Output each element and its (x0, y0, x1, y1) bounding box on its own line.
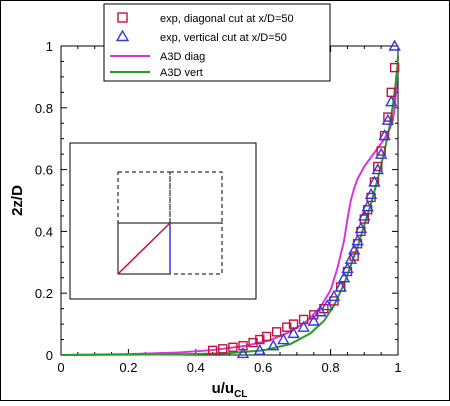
data-point-triangle (327, 289, 341, 301)
legend-entry-a3d-vert: A3D vert (110, 67, 203, 79)
series-a3d-vert (60, 55, 399, 356)
legend-frame (103, 3, 331, 82)
data-point-square (228, 342, 238, 352)
data-point-triangle (361, 200, 374, 212)
series-exp-vertical-cut-at-x-d-50 (236, 39, 401, 359)
data-point-triangle (378, 129, 391, 141)
data-point-triangle (287, 326, 300, 339)
data-point-triangle (297, 320, 310, 332)
x-axis-label-sub: CL (234, 389, 247, 400)
data-point-triangle (307, 314, 320, 326)
inset-cell-bottom-right (169, 222, 223, 275)
data-point-triangle (354, 221, 368, 234)
inset-cell-top-right (169, 171, 223, 224)
data-point-square (261, 331, 272, 342)
data-point-triangle (351, 234, 364, 246)
data-point-triangle (381, 113, 395, 125)
legend-label-a3d-diag: A3D diag (160, 51, 205, 63)
ticks: 0 0.2 0.4 0.6 0.8 1 0 0.2 0.4 0.6 0.8 1 (35, 39, 402, 375)
x-tick-label: 0 (57, 360, 64, 375)
inset-diagonal-cut (117, 222, 171, 275)
x-axis-label-main: u/u (212, 380, 235, 397)
data-point-square (255, 334, 265, 345)
legend-entry-exp-vertical: exp, vertical cut at x/D=50 (115, 29, 287, 44)
data-point-triangle (267, 339, 280, 351)
y-tick-label: 0.8 (35, 101, 53, 116)
series-line-a3d-vert (60, 55, 399, 356)
legend-label-a3d-vert: A3D vert (160, 67, 203, 79)
x-axis-label: u/uCL (212, 380, 248, 400)
legend-label-exp-vertical: exp, vertical cut at x/D=50 (160, 32, 287, 44)
legend-triangle-marker (115, 29, 130, 42)
x-tick-label: 0.6 (254, 360, 272, 375)
data-point-square (218, 344, 228, 354)
data-point-square (309, 310, 319, 320)
data-point-square (383, 112, 393, 122)
y-tick-label: 1 (46, 39, 53, 54)
x-tick-label: 0.8 (322, 360, 340, 375)
data-point-square (248, 337, 258, 348)
legend: exp, diagonal cut at x/D=50 exp, vertica… (103, 3, 331, 82)
legend-label-exp-diagonal: exp, diagonal cut at x/D=50 (160, 13, 294, 25)
y-tick-label: 0.4 (35, 224, 53, 239)
data-point-triangle (337, 271, 351, 283)
data-point-square (373, 161, 383, 172)
data-point-square (389, 62, 400, 73)
y-tick-label: 0.6 (35, 163, 53, 178)
y-axis-label: 2z/D (9, 185, 26, 216)
y-tick-label: 0.2 (35, 286, 53, 301)
data-point-triangle (388, 39, 401, 51)
data-point-triangle (368, 175, 381, 187)
data-point-triangle (348, 243, 361, 255)
y-tick-label: 0 (46, 348, 53, 363)
data-point-triangle (321, 299, 334, 311)
data-point-triangle (341, 262, 354, 274)
legend-square-marker (117, 12, 128, 23)
series-layer (60, 39, 401, 359)
data-point-triangle (344, 252, 358, 264)
data-point-triangle (334, 280, 347, 292)
data-point-triangle (236, 347, 250, 359)
x-tick-label: 0.4 (187, 360, 205, 375)
legend-entry-a3d-diag: A3D diag (110, 51, 205, 63)
x-tick-label: 0.2 (119, 360, 137, 375)
data-point-triangle (358, 209, 371, 221)
inset-frame (69, 142, 257, 300)
data-point-square (207, 345, 218, 356)
data-point-square (271, 327, 282, 337)
inset-schematic (69, 142, 257, 300)
data-point-triangle (374, 147, 388, 159)
data-point-square (282, 322, 292, 332)
data-point-triangle (371, 163, 384, 175)
data-point-triangle (253, 343, 267, 356)
legend-entry-exp-diagonal: exp, diagonal cut at x/D=50 (117, 12, 294, 25)
data-point-square (376, 146, 386, 156)
data-point-triangle (277, 333, 290, 345)
data-point-triangle (364, 187, 378, 200)
data-point-triangle (385, 95, 398, 107)
x-tick-label: 1 (394, 360, 401, 375)
data-point-triangle (314, 305, 327, 317)
